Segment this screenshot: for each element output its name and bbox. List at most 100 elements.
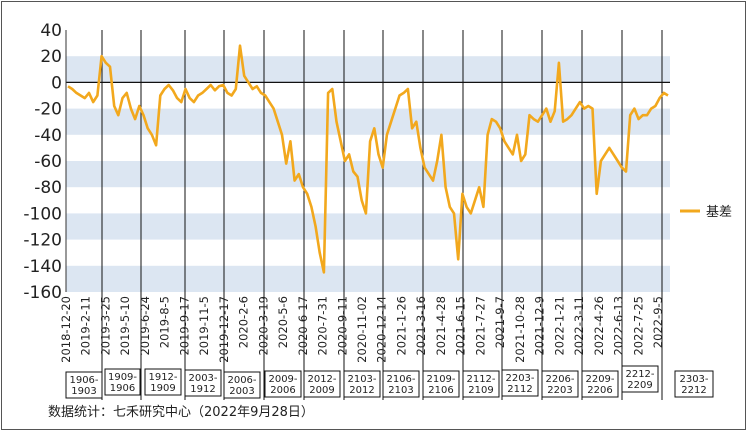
svg-text:1909: 1909: [150, 383, 175, 394]
x-tick-label: 2020-5-6: [276, 296, 290, 348]
x-tick-label: 2021-6-15: [454, 296, 468, 356]
svg-text:1903: 1903: [71, 386, 96, 397]
svg-text:2009: 2009: [309, 385, 334, 396]
svg-text:2203: 2203: [547, 385, 572, 396]
x-tick-label: 2019-11-5: [197, 296, 211, 356]
svg-text:2103-: 2103-: [347, 374, 376, 385]
svg-text:2003: 2003: [229, 386, 254, 397]
y-tick-label: 40: [40, 21, 62, 41]
svg-text:2209: 2209: [627, 380, 652, 391]
svg-text:2012: 2012: [349, 385, 374, 396]
legend-label: 基差: [706, 205, 732, 220]
y-tick-label: -80: [34, 178, 62, 198]
contract-label: 2112-2109: [462, 370, 500, 398]
svg-text:1909-: 1909-: [108, 372, 137, 383]
y-tick-label: -20: [34, 100, 62, 120]
contract-label: 1912-1909: [144, 368, 182, 396]
x-tick-label: 2020-11-02: [355, 296, 369, 363]
svg-text:1912: 1912: [190, 384, 215, 395]
x-tick-label: 2022-3-11: [572, 296, 586, 356]
y-tick-label: -60: [34, 152, 62, 172]
x-tick-label: 2021-9-7: [493, 296, 507, 348]
grid-bands: [66, 56, 670, 292]
svg-text:2112: 2112: [507, 384, 532, 395]
x-tick-label: 2022-9-5: [651, 296, 665, 348]
x-tick-label: 2021-10-28: [513, 296, 527, 363]
contract-label: 2303-2212: [674, 370, 714, 398]
grid-band: [66, 265, 670, 292]
contract-label: 2003-1912: [184, 369, 222, 397]
y-tick-label: -120: [23, 231, 62, 251]
svg-text:2206-: 2206-: [545, 374, 574, 385]
y-tick-label: -100: [23, 204, 62, 224]
x-tick-label: 2020-7-31: [316, 296, 330, 356]
grid-band: [66, 56, 670, 83]
y-tick-label: 0: [51, 73, 62, 93]
contract-label: 2106-2103: [382, 370, 420, 398]
svg-text:2212: 2212: [681, 385, 706, 396]
svg-text:2303-: 2303-: [679, 374, 708, 385]
legend: 基差: [680, 205, 732, 220]
svg-text:1906-: 1906-: [69, 375, 98, 386]
y-tick-label: -140: [23, 257, 62, 277]
x-tick-label: 2020-9-11: [335, 296, 349, 356]
x-tick-label: 2022-4-26: [592, 296, 606, 356]
svg-text:2206: 2206: [587, 385, 612, 396]
series-line-basis: [67, 44, 669, 274]
x-tick-label: 2022-6-13: [612, 296, 626, 356]
contract-label: 2109-2106: [422, 370, 460, 398]
contract-label: 2209-2206: [581, 370, 619, 398]
contract-labels: 1906-19031909-19061912-19092003-19122006…: [65, 365, 714, 399]
x-tick-label: 2019-9-17: [177, 296, 191, 356]
x-tick-label: 2022-1-21: [552, 296, 566, 356]
contract-dividers: [101, 30, 663, 400]
y-tick-label: -40: [34, 126, 62, 146]
svg-text:2009-: 2009-: [268, 374, 297, 385]
x-tick-label: 2019-8-5: [158, 296, 172, 348]
contract-label: 1909-1906: [104, 368, 141, 396]
x-tick-label: 2019-3-25: [98, 296, 112, 356]
svg-text:2203-: 2203-: [505, 373, 534, 384]
x-tick-label: 2019-5-10: [118, 296, 132, 356]
x-axis-ticks: 2018-12-20 2019-2-11 2019-3-25 2019-5-10 201…: [59, 296, 665, 363]
x-tick-label: 2020-3-19: [256, 296, 270, 356]
grid-band: [66, 213, 670, 240]
source-note: 数据统计：七禾研究中心（2022年9月28日）: [48, 405, 314, 420]
y-axis-ticks: 40 20 0 -20 -40 -60 -80 -100 -120 -140 -160: [23, 21, 62, 303]
x-tick-label: 2019-2-11: [79, 296, 93, 356]
x-tick-label: 2021-7-27: [473, 296, 487, 356]
svg-text:2109: 2109: [468, 385, 493, 396]
y-tick-label: 20: [40, 47, 62, 67]
x-tick-label: 2021-4-28: [434, 296, 448, 356]
y-tick-label: -160: [23, 283, 62, 303]
contract-label: 2103-2012: [343, 370, 381, 398]
contract-label: 2009-2006: [264, 370, 302, 398]
svg-text:1906: 1906: [110, 383, 135, 394]
contract-label: 1906-1903: [65, 371, 103, 399]
svg-text:2012-: 2012-: [307, 374, 336, 385]
svg-text:2006: 2006: [270, 385, 295, 396]
svg-text:2112-: 2112-: [466, 374, 495, 385]
svg-text:2106-: 2106-: [386, 374, 415, 385]
x-tick-label: 2021-12-9: [533, 296, 547, 356]
svg-text:2103: 2103: [388, 385, 413, 396]
x-tick-label: 2021-3-16: [414, 296, 428, 356]
contract-label: 2212-2209: [621, 365, 659, 393]
svg-text:2003-: 2003-: [188, 373, 217, 384]
svg-text:1912-: 1912-: [148, 372, 177, 383]
svg-text:2212-: 2212-: [625, 369, 654, 380]
svg-text:2109-: 2109-: [426, 374, 455, 385]
x-tick-label: 2020-12-14: [375, 296, 389, 363]
grid-band: [66, 108, 670, 135]
contract-label: 2203-2112: [501, 369, 539, 397]
contract-label: 2006-2003: [223, 371, 261, 399]
x-tick-label: 2020-6-17: [296, 296, 310, 356]
x-tick-label: 2020-2-6: [237, 296, 251, 348]
x-tick-label: 2018-12-20: [59, 296, 73, 363]
x-tick-label: 2019-6-24: [138, 296, 152, 356]
svg-text:2006-: 2006-: [227, 375, 256, 386]
contract-label: 2012-2009: [303, 370, 341, 398]
x-tick-label: 2022-7-25: [631, 296, 645, 356]
